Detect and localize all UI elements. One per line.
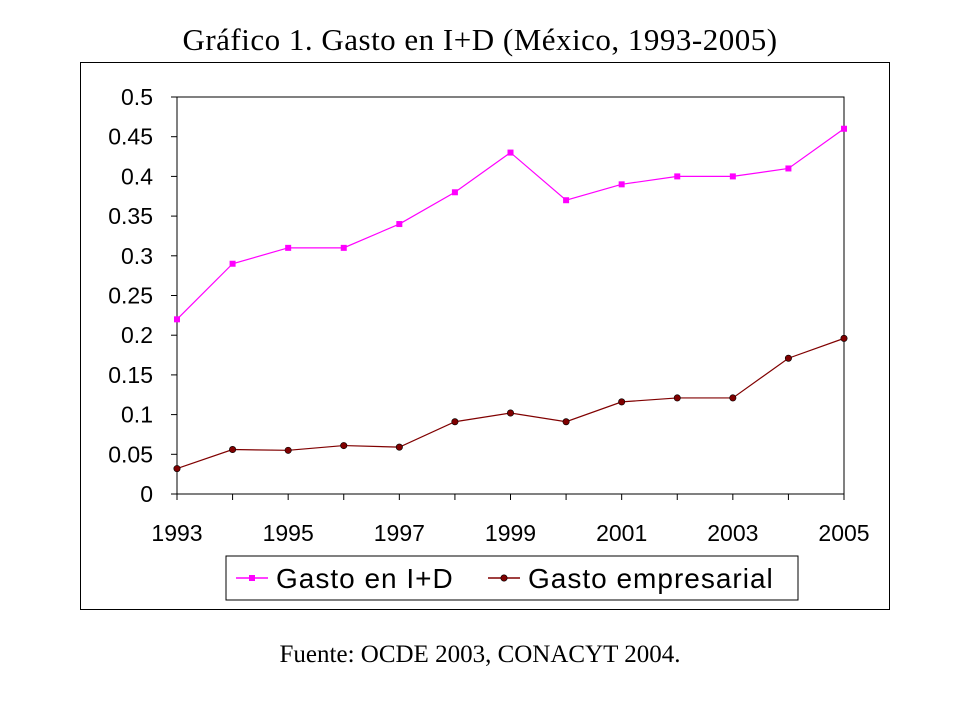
- y-tick-label: 0.45: [108, 124, 153, 150]
- legend-marker-1: [249, 575, 255, 581]
- data-point-2: [840, 334, 848, 342]
- y-tick-label: 0.5: [121, 84, 153, 110]
- data-point-2: [284, 446, 292, 454]
- data-point-2: [340, 442, 348, 450]
- y-tick-label: 0.2: [121, 322, 153, 348]
- y-tick-label: 0: [140, 481, 153, 507]
- y-tick-label: 0.25: [108, 283, 153, 309]
- x-tick-label: 1993: [151, 520, 202, 546]
- y-tick-label: 0.1: [121, 402, 153, 428]
- data-point-1: [340, 244, 347, 251]
- source-note: Fuente: OCDE 2003, CONACYT 2004.: [279, 641, 681, 668]
- data-point-2: [451, 418, 459, 426]
- data-point-1: [451, 189, 458, 196]
- chart-title: Gráfico 1. Gasto en I+D (México, 1993-20…: [182, 22, 778, 57]
- data-point-1: [674, 173, 681, 180]
- x-tick-label: 2005: [818, 520, 869, 546]
- data-point-1: [841, 125, 847, 132]
- data-point-1: [785, 165, 792, 172]
- data-point-2: [618, 398, 626, 406]
- data-point-2: [784, 354, 792, 362]
- line-chart: 0 0.05 0.1 0.15 0.2 0.25 0.3 0.35 0.4 0.45 0.5 1993…: [108, 84, 870, 601]
- x-tick-label: 1999: [485, 520, 536, 546]
- data-point-2: [673, 394, 681, 402]
- y-tick-label: 0.15: [108, 362, 153, 388]
- series-line-1: [176, 128, 845, 320]
- data-point-1: [563, 197, 570, 204]
- data-point-1: [729, 173, 736, 180]
- data-point-2: [395, 443, 403, 451]
- y-tick-label: 0.35: [108, 203, 153, 229]
- data-point-2: [729, 394, 737, 402]
- x-tick-label: 1997: [374, 520, 425, 546]
- data-point-1: [174, 316, 180, 323]
- y-tick-label: 0.3: [121, 243, 153, 269]
- x-tick-label: 2003: [707, 520, 758, 546]
- data-point-1: [507, 149, 514, 156]
- x-tick-label: 1995: [263, 520, 314, 546]
- legend-marker-2: [500, 574, 508, 582]
- data-point-2: [562, 418, 570, 426]
- data-point-1: [229, 260, 236, 267]
- data-point-2: [229, 446, 237, 454]
- y-tick-label: 0.05: [108, 441, 153, 467]
- legend-label-2: Gasto empresarial: [528, 563, 774, 594]
- data-point-2: [173, 465, 181, 473]
- y-tick-label: 0.4: [121, 163, 153, 189]
- x-tick-label: 2001: [596, 520, 647, 546]
- legend-label-1: Gasto en I+D: [276, 563, 454, 594]
- data-point-1: [618, 181, 625, 188]
- chart-area: 0 0.05 0.1 0.15 0.2 0.25 0.3 0.35 0.4 0.45 0.5 1993…: [80, 62, 890, 610]
- data-point-1: [285, 244, 292, 251]
- plot-area-border: [176, 96, 845, 495]
- series-line-2: [176, 337, 845, 470]
- data-point-1: [396, 221, 403, 228]
- data-point-2: [506, 409, 514, 417]
